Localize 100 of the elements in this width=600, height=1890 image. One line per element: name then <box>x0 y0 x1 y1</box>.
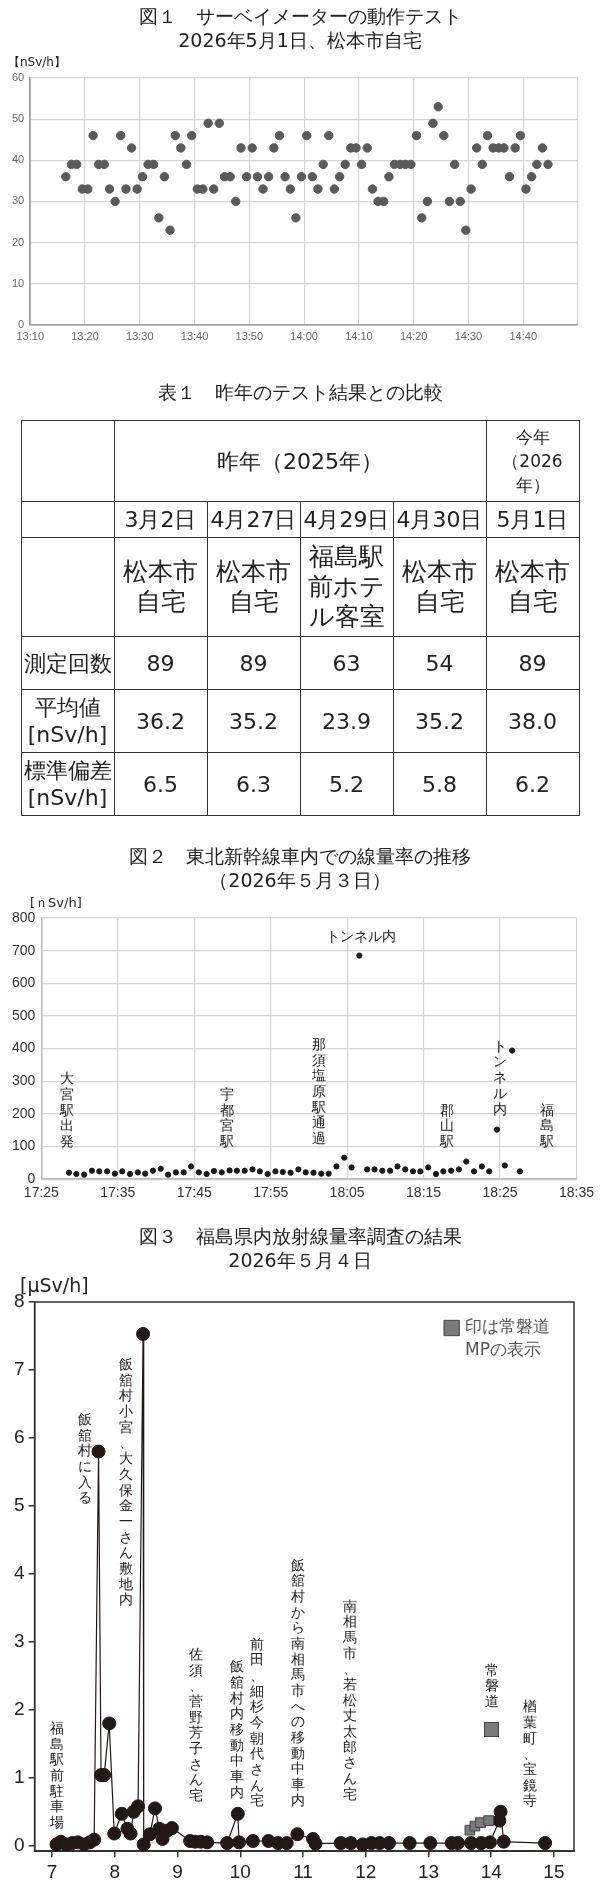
y-tick-label: 6 <box>13 1426 25 1448</box>
y-tick-label: 2 <box>13 1698 25 1720</box>
text: 表１ 昨年のテスト結果との比較 <box>156 380 444 404</box>
y-tick-label: 4 <box>13 1562 25 1584</box>
annotation: 宇都宮駅 <box>219 1086 235 1150</box>
x-tick-label: 13:40 <box>180 330 209 343</box>
text: 松本市自宅 <box>114 537 207 637</box>
text: 昨年（2025年） <box>114 420 486 502</box>
chart-subtitle: （2026年５月３日） <box>208 868 392 892</box>
y-tick-label: 60 <box>11 71 25 84</box>
annotation: 福島駅前駐車場 <box>49 1720 64 1831</box>
x-tick-label: 9 <box>172 1860 183 1882</box>
text: 飯舘村から南相馬市への移動中車内 <box>291 1556 305 1808</box>
y-tick-label: 400 <box>12 1039 36 1056</box>
y-tick-label: 300 <box>12 1072 36 1089</box>
annotation: 郡山駅 <box>439 1101 454 1150</box>
y-tick-label: 500 <box>12 1006 36 1023</box>
text: 福島駅前ホテル客室 <box>300 537 393 637</box>
legend-label: 印は常磐道MPの表示 <box>465 1316 550 1360</box>
text: 23.9 <box>300 689 393 753</box>
y-tick-label: 0 <box>13 1834 25 1855</box>
text: 今年（2026年） <box>486 420 579 502</box>
y-tick-label: 5 <box>13 1494 25 1516</box>
text: 前田、細杉今朝代さん宅 <box>249 1635 264 1809</box>
text: 4月29日 <box>300 501 393 538</box>
text: 54 <box>393 636 486 690</box>
text: 89 <box>207 636 300 690</box>
text: 89 <box>114 636 207 690</box>
annotation: 楢葉町、宝鏡寺 <box>522 1698 538 1810</box>
text: 松本市自宅 <box>393 537 486 637</box>
x-tick-label: 12 <box>355 1860 377 1882</box>
x-tick-label: 18:05 <box>329 1184 365 1201</box>
chart-title: 図３ 福島県内放射線量率調査の結果 <box>137 1224 463 1248</box>
x-tick-label: 17:25 <box>23 1184 60 1201</box>
x-tick-label: 14:20 <box>399 330 428 343</box>
x-tick-label: 7 <box>46 1860 58 1882</box>
text: 89 <box>486 636 579 690</box>
y-tick-label: 0 <box>27 1170 36 1187</box>
annotation: 常磐道 <box>484 1661 500 1710</box>
x-tick-label: 17:35 <box>100 1184 136 1201</box>
text: 松本市自宅 <box>486 537 579 637</box>
chart-title: 図２ 東北新幹線車内での線量率の推移 <box>128 844 472 868</box>
chart-title: 図１ サーベイメーターの動作テスト <box>137 4 463 28</box>
text: 63 <box>300 636 393 690</box>
chart-subtitle: 2026年５月４日 <box>227 1248 373 1272</box>
x-tick-label: 17:45 <box>176 1184 212 1201</box>
text: 6.2 <box>486 752 579 816</box>
text: 35.2 <box>393 689 486 753</box>
x-tick-label: 18:25 <box>482 1184 518 1201</box>
text: 35.2 <box>207 689 300 753</box>
x-tick-label: 14:00 <box>290 330 318 343</box>
annotation: 大宮駅出発 <box>59 1070 75 1150</box>
text: 6.5 <box>114 752 207 816</box>
text: 5月1日 <box>486 501 579 538</box>
text: 標準偏差[nSv/h] <box>21 752 114 816</box>
y-tick-label: 1 <box>13 1766 25 1788</box>
x-tick-label: 17:55 <box>253 1184 289 1201</box>
y-tick-label: 20 <box>11 235 25 248</box>
text: 飯舘村内移動中車内 <box>229 1658 244 1800</box>
x-tick-label: 8 <box>109 1860 121 1882</box>
text: 松本市自宅 <box>207 537 300 637</box>
text: 平均値[nSv/h] <box>21 689 114 753</box>
annotation: 福島駅 <box>539 1101 554 1150</box>
y-tick-label: 7 <box>13 1358 25 1380</box>
x-tick-label: 10 <box>229 1860 251 1882</box>
y-tick-label: 10 <box>11 276 25 289</box>
y-tick-label: 0 <box>18 317 25 330</box>
text: 5.8 <box>393 752 486 816</box>
chart-subtitle: 2026年5月1日、松本市自宅 <box>177 28 423 52</box>
x-tick-label: 11 <box>293 1860 313 1882</box>
text: 36.2 <box>114 689 207 753</box>
y-tick-label: 30 <box>11 194 25 207</box>
y-tick-label: 200 <box>12 1104 36 1121</box>
annotation: トンネル内 <box>325 927 396 944</box>
x-tick-label: 18:15 <box>406 1184 442 1201</box>
x-tick-label: 14:40 <box>509 330 538 343</box>
y-tick-label: 3 <box>13 1630 25 1652</box>
x-tick-label: 15 <box>543 1860 565 1882</box>
text: 4月30日 <box>393 501 486 538</box>
x-tick-label: 13:50 <box>235 330 264 343</box>
x-tick-label: 13:20 <box>71 330 99 343</box>
x-tick-label: 13:30 <box>126 330 154 343</box>
annotation: 那須塩原駅通過 <box>312 1035 327 1147</box>
text: 4月27日 <box>207 501 300 538</box>
x-tick-label: 13:10 <box>16 330 44 343</box>
annotation: 飯舘村に入る <box>78 1410 93 1506</box>
y-tick-label: 40 <box>11 153 25 166</box>
text: 測定回数 <box>21 636 114 690</box>
x-tick-label: 18:35 <box>558 1184 595 1201</box>
text: 南相馬市、若松丈太郎さん宅 <box>343 1597 358 1802</box>
x-tick-label: 14:30 <box>454 330 483 343</box>
y-tick-label: 100 <box>12 1137 36 1154</box>
text: 佐須、菅野芳子さん宅 <box>189 1645 204 1803</box>
text: 3月2日 <box>114 501 207 538</box>
y-axis-title: 【nSv/h】 <box>8 54 66 71</box>
text: 6.3 <box>207 752 300 816</box>
y-tick-label: 600 <box>12 974 36 991</box>
y-tick-label: 50 <box>11 112 25 125</box>
text: 飯舘村小宮、大久保金一さん敷地内 <box>119 1356 134 1608</box>
x-tick-label: 14:10 <box>345 330 373 343</box>
